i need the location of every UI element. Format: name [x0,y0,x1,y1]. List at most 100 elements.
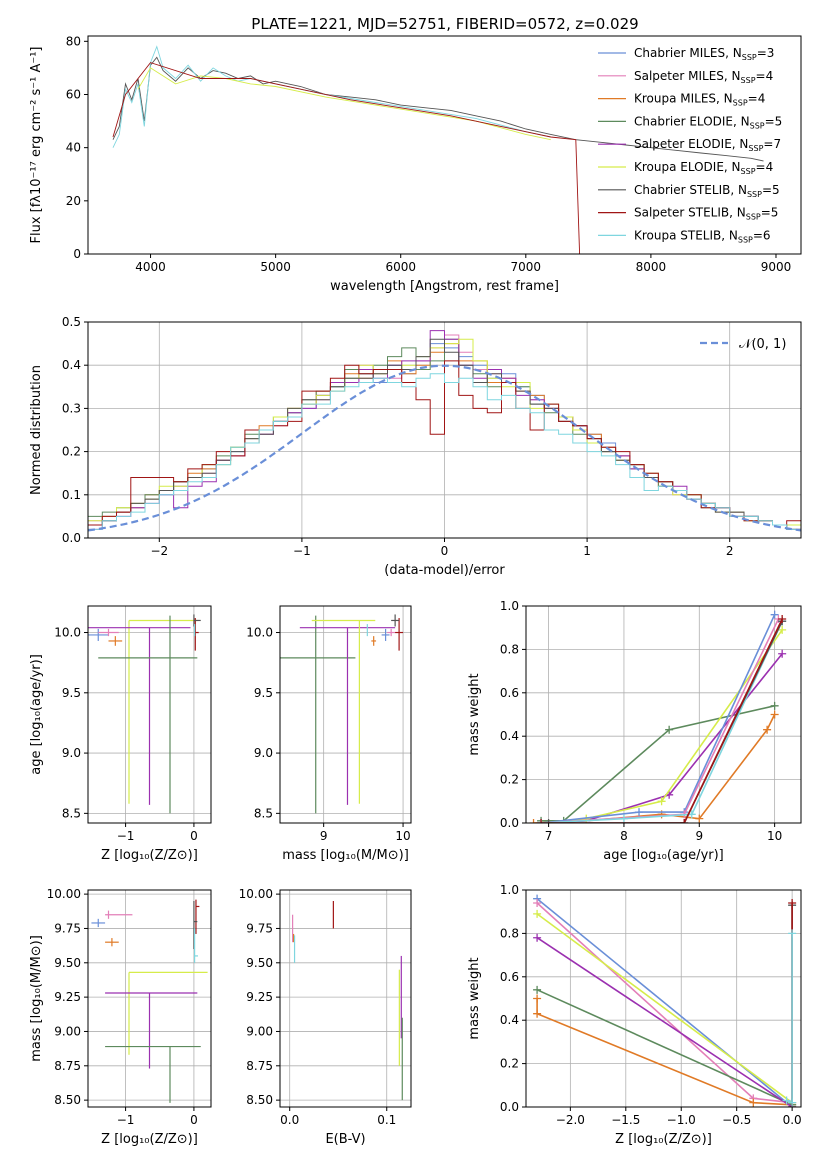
y-axis-label: age [log₁₀(age/yr)] [29,654,44,775]
x-tick-label: 6000 [385,260,416,274]
weight-line [536,998,793,1106]
spectrum-line [112,45,551,148]
x-tick-label: 0.0 [280,1113,299,1127]
axes-frame [279,605,412,824]
y-tick-label: 9.50 [54,956,81,970]
legend-label: Salpeter MILES, NSSP=4 [634,69,773,85]
x-axis-label: Z [log₁₀(Z/Z⊙)] [101,848,198,863]
data-point-marker [749,1098,758,1107]
data-point-marker [695,814,704,823]
y-tick-label: 9.25 [246,990,273,1004]
data-point-marker [657,797,666,806]
y-axis-label: Flux [fλ10⁻¹⁷ erg cm⁻² s⁻¹ A⁻¹] [29,47,44,244]
spectrum-line [112,62,581,254]
y-tick-label: 0.3 [62,401,81,415]
y-tick-label: 8.75 [246,1059,273,1073]
x-tick-label: 8 [620,829,628,843]
x-tick-label: −1 [293,544,311,558]
data-point-marker [778,615,787,624]
y-tick-label: 9.0 [62,746,81,760]
y-tick-label: 8.50 [54,1093,81,1107]
y-tick-label: 9.25 [54,990,81,1004]
y-tick-label: 10.0 [246,626,273,640]
figure-title: PLATE=1221, MJD=52751, FIBERID=0572, z=0… [251,15,638,33]
x-tick-label: 0 [190,1113,198,1127]
x-tick-label: −1.5 [611,1113,640,1127]
y-tick-label: 0 [73,247,81,261]
y-tick-label: 9.5 [254,686,273,700]
y-tick-label: 8.75 [54,1059,81,1073]
y-tick-label: 0.2 [62,445,81,459]
chart-weight_vs_age: 7 8 9 10 0.0 0.2 0.4 0.6 0.8 1.0 age [log₁₀(age/yr… [467,599,802,863]
data-point-marker [537,819,546,823]
axes-frame [87,605,212,824]
y-tick-label: 0.6 [500,686,519,700]
y-tick-label: 0.8 [500,926,519,940]
plot-area [88,614,201,814]
y-tick-label: 0.2 [500,773,519,787]
x-tick-label: −2.0 [556,1113,585,1127]
y-tick-label: 80 [66,34,81,48]
data-point-marker [770,610,779,619]
y-tick-label: 9.00 [54,1024,81,1038]
x-tick-label: −1 [117,1113,135,1127]
legend-label: Kroupa STELIB, NSSP=6 [634,228,771,244]
legend-label: Chabrier ELODIE, NSSP=5 [634,114,782,130]
weight-line [536,989,793,1106]
data-point-marker [778,625,787,634]
x-tick-label: 5000 [260,260,291,274]
plot-area [529,610,787,823]
x-tick-label: −0.5 [722,1113,751,1127]
y-tick-label: 20 [66,194,81,208]
y-tick-label: 10.00 [239,887,273,901]
x-tick-label: 9000 [761,260,792,274]
plot-area [533,894,797,1107]
data-point-marker [778,649,787,658]
x-tick-label: −1 [117,829,135,843]
data-point-marker [770,701,779,710]
weight-line [536,937,793,1107]
y-tick-label: 0.0 [62,531,81,545]
x-axis-label: age [log₁₀(age/yr)] [603,848,724,863]
data-point-marker [529,819,538,823]
data-point-marker [533,985,542,994]
legend-label: Salpeter STELIB, NSSP=5 [634,206,778,222]
y-tick-label: 0.6 [500,970,519,984]
axes-frame [279,889,412,1108]
x-tick-label: 1 [583,544,591,558]
x-tick-label: 10 [395,829,410,843]
y-tick-label: 10.0 [54,626,81,640]
y-tick-label: 9.00 [246,1024,273,1038]
x-tick-label: 9 [695,829,703,843]
x-tick-label: 7 [545,829,553,843]
data-point-marker [665,725,674,734]
y-tick-label: 9.5 [62,686,81,700]
y-tick-label: 9.0 [254,746,273,760]
x-axis-label: wavelength [Angstrom, rest frame] [330,279,559,294]
data-point-marker [680,819,689,823]
data-point-marker [533,899,542,908]
y-tick-label: 1.0 [500,883,519,897]
y-tick-label: 0.8 [500,642,519,656]
x-tick-label: 0 [190,829,198,843]
x-axis-label: (data-model)/error [384,563,505,578]
legend-label: Chabrier MILES, NSSP=3 [634,46,774,62]
data-point-marker [788,899,797,908]
x-axis-label: Z [log₁₀(Z/Z⊙)] [615,1132,712,1147]
data-point-marker [635,808,644,817]
chart-weight_vs_Z: −2.0 −1.5 −1.0 −0.5 0.0 0.0 0.2 0.4 0.6 0.8 1.0 Z [… [467,883,802,1147]
x-axis-label: mass [log₁₀(M/M⊙)] [282,848,409,863]
y-tick-label: 0.0 [500,1100,519,1114]
y-tick-label: 0.0 [500,816,519,830]
y-tick-label: 0.2 [500,1057,519,1071]
legend-label: Chabrier STELIB, NSSP=5 [634,183,780,199]
y-tick-label: 0.1 [62,488,81,502]
x-tick-label: 8000 [636,260,667,274]
data-point-marker [782,1096,791,1105]
chart-residuals: −2 −1 0 1 2 0.0 0.1 0.2 0.3 0.4 0.5 (data-model)/er… [29,315,802,578]
y-tick-label: 8.50 [246,1093,273,1107]
chart-spectrum: 4000 5000 6000 7000 8000 9000 0 20 40 60 80 wavelen… [29,34,802,294]
x-axis-label: E(B-V) [325,1132,365,1147]
y-axis-label: mass weight [467,957,482,1039]
weight-line [541,705,775,822]
